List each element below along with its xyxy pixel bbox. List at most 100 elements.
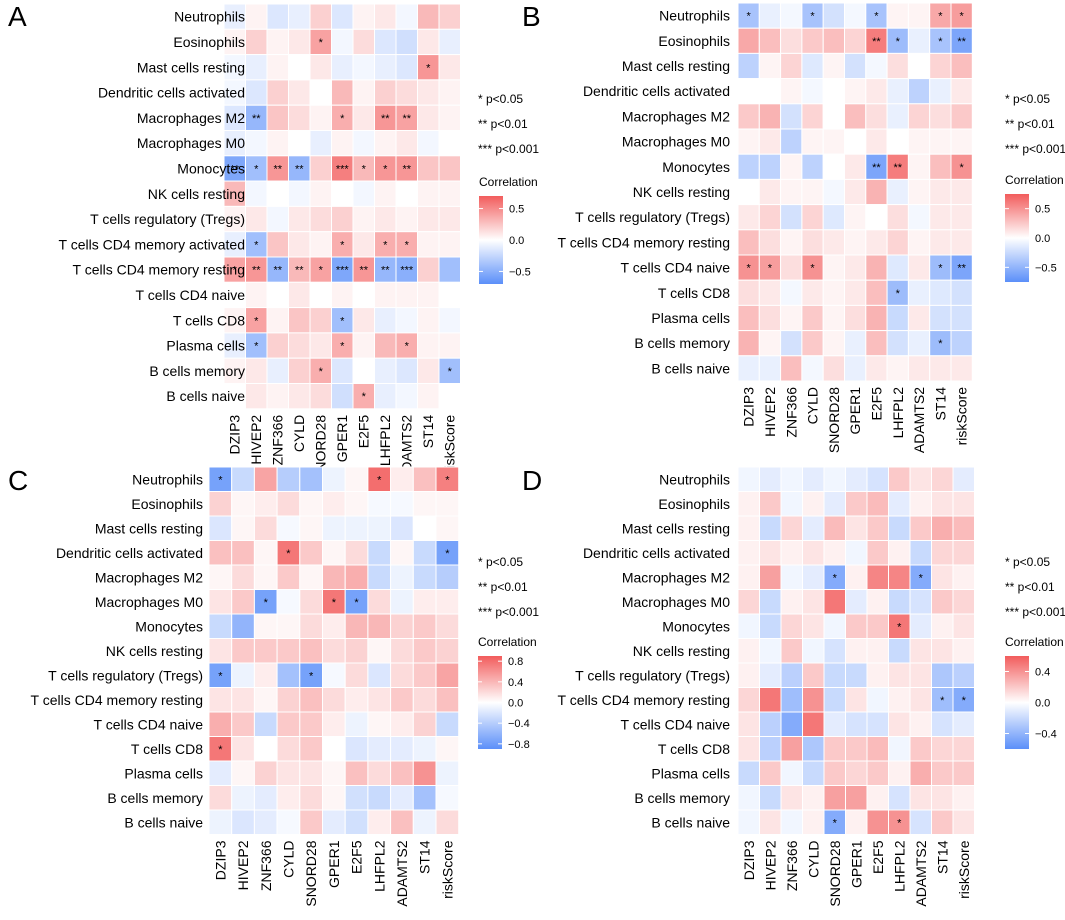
heatmap-cell [737, 229, 760, 256]
heatmap-cell [412, 589, 437, 615]
heatmap-cell [952, 589, 975, 615]
heatmap-cell [299, 515, 323, 541]
heatmap-cell [417, 357, 440, 385]
heatmap-cell [844, 229, 867, 256]
heatmap-cell [759, 589, 782, 615]
row-label: T cells regulatory (Tregs) [575, 667, 730, 683]
column-label: ST14 [934, 840, 950, 874]
heatmap-cell [374, 281, 397, 309]
heatmap-cell [276, 662, 301, 688]
column-label: E2F5 [349, 840, 365, 874]
heatmap-cell [737, 613, 760, 639]
heatmap-cell [909, 613, 932, 639]
heatmap-cell [823, 785, 846, 811]
significance-legend-entry: * p<0.05 [478, 92, 523, 106]
heatmap-cell [322, 736, 346, 762]
significance-mark: * [362, 391, 367, 403]
heatmap-cell [931, 589, 954, 615]
significance-legend-entry: *** p<0.001 [478, 605, 539, 619]
heatmap-cell [737, 515, 760, 541]
heatmap-cell [950, 103, 973, 130]
heatmap-cell [823, 736, 846, 762]
heatmap-cell [367, 687, 392, 713]
heatmap-cell [845, 711, 868, 737]
panel-letter: A [8, 1, 27, 32]
heatmap-cell [344, 687, 369, 713]
heatmap-cell [802, 540, 825, 566]
significance-mark: * [218, 670, 223, 682]
row-label: B cells memory [634, 335, 730, 351]
heatmap-cell [801, 103, 824, 130]
heatmap-cell [737, 466, 760, 492]
significance-mark: ** [402, 113, 411, 125]
column-label: ZNF366 [270, 415, 286, 466]
heatmap-cell [929, 52, 952, 80]
heatmap-cell [886, 128, 909, 155]
heatmap-cell [208, 711, 233, 737]
colorbar-tick-label: 0.0 [508, 698, 523, 710]
heatmap-cell [276, 638, 301, 664]
heatmap-cell [435, 589, 460, 615]
heatmap-cell [886, 229, 909, 256]
colorbar-tick-label: 0.0 [1035, 698, 1050, 710]
heatmap-cell [780, 662, 803, 688]
heatmap-cell [309, 155, 332, 182]
heatmap-cell [417, 281, 440, 309]
significance-mark: * [362, 163, 367, 175]
heatmap-cell [253, 736, 278, 762]
heatmap-cell [802, 589, 825, 615]
heatmap-cell [907, 279, 931, 306]
heatmap-cell [758, 330, 782, 357]
column-label: GPER1 [847, 387, 863, 435]
heatmap-cell [344, 711, 369, 737]
colorbar-tick-label: −0.8 [508, 739, 530, 751]
significance-legend-entry: *** p<0.001 [1005, 605, 1065, 619]
heatmap-cell [737, 153, 760, 180]
heatmap-cell [801, 330, 824, 357]
heatmap-cell [844, 52, 867, 80]
row-label: Eosinophils [173, 34, 245, 50]
heatmap-cell [737, 355, 760, 382]
heatmap-cell [929, 355, 952, 382]
heatmap-cell [780, 540, 803, 566]
column-label: SNORD28 [313, 415, 329, 481]
significance-legend-entry: ** p<0.01 [1005, 580, 1055, 594]
row-label: NK cells resting [633, 643, 730, 659]
heatmap-cell [276, 589, 301, 615]
heatmap-cell [801, 52, 824, 80]
heatmap-cell [802, 638, 825, 664]
significance-mark: ** [295, 163, 304, 175]
significance-mark: * [897, 621, 902, 633]
heatmap-cell [950, 229, 973, 256]
heatmap-cell [288, 281, 311, 309]
significance-mark: ** [273, 163, 282, 175]
heatmap-cell [737, 178, 760, 206]
heatmap-cell [322, 491, 346, 517]
heatmap-cell [390, 564, 414, 590]
heatmap-cell [823, 711, 846, 737]
heatmap-cell [231, 785, 255, 811]
heatmap-cell [253, 491, 278, 517]
colorbar-tick-label: 0.5 [1035, 204, 1050, 216]
significance-mark: * [233, 265, 238, 277]
heatmap-cell [822, 204, 846, 231]
column-label: CYLD [805, 841, 821, 878]
heatmap-cell [417, 155, 440, 182]
column-label: ADAMTS2 [394, 840, 410, 906]
significance-mark: * [426, 62, 431, 74]
significance-mark: ** [381, 113, 390, 125]
heatmap-cell [412, 662, 437, 688]
heatmap-cell [331, 383, 354, 410]
significance-mark: * [309, 670, 314, 682]
heatmap-cell [866, 711, 889, 737]
heatmap-cell [231, 687, 255, 713]
significance-mark: ** [402, 163, 411, 175]
heatmap-cell [888, 687, 911, 713]
heatmap-cell [374, 79, 397, 106]
row-label: T cells CD8 [131, 741, 203, 757]
heatmap-cell [737, 491, 760, 517]
row-label: Neutrophils [659, 8, 730, 24]
heatmap-cell [780, 736, 803, 762]
column-label: ZNF366 [784, 840, 800, 891]
heatmap-cell [344, 809, 369, 835]
